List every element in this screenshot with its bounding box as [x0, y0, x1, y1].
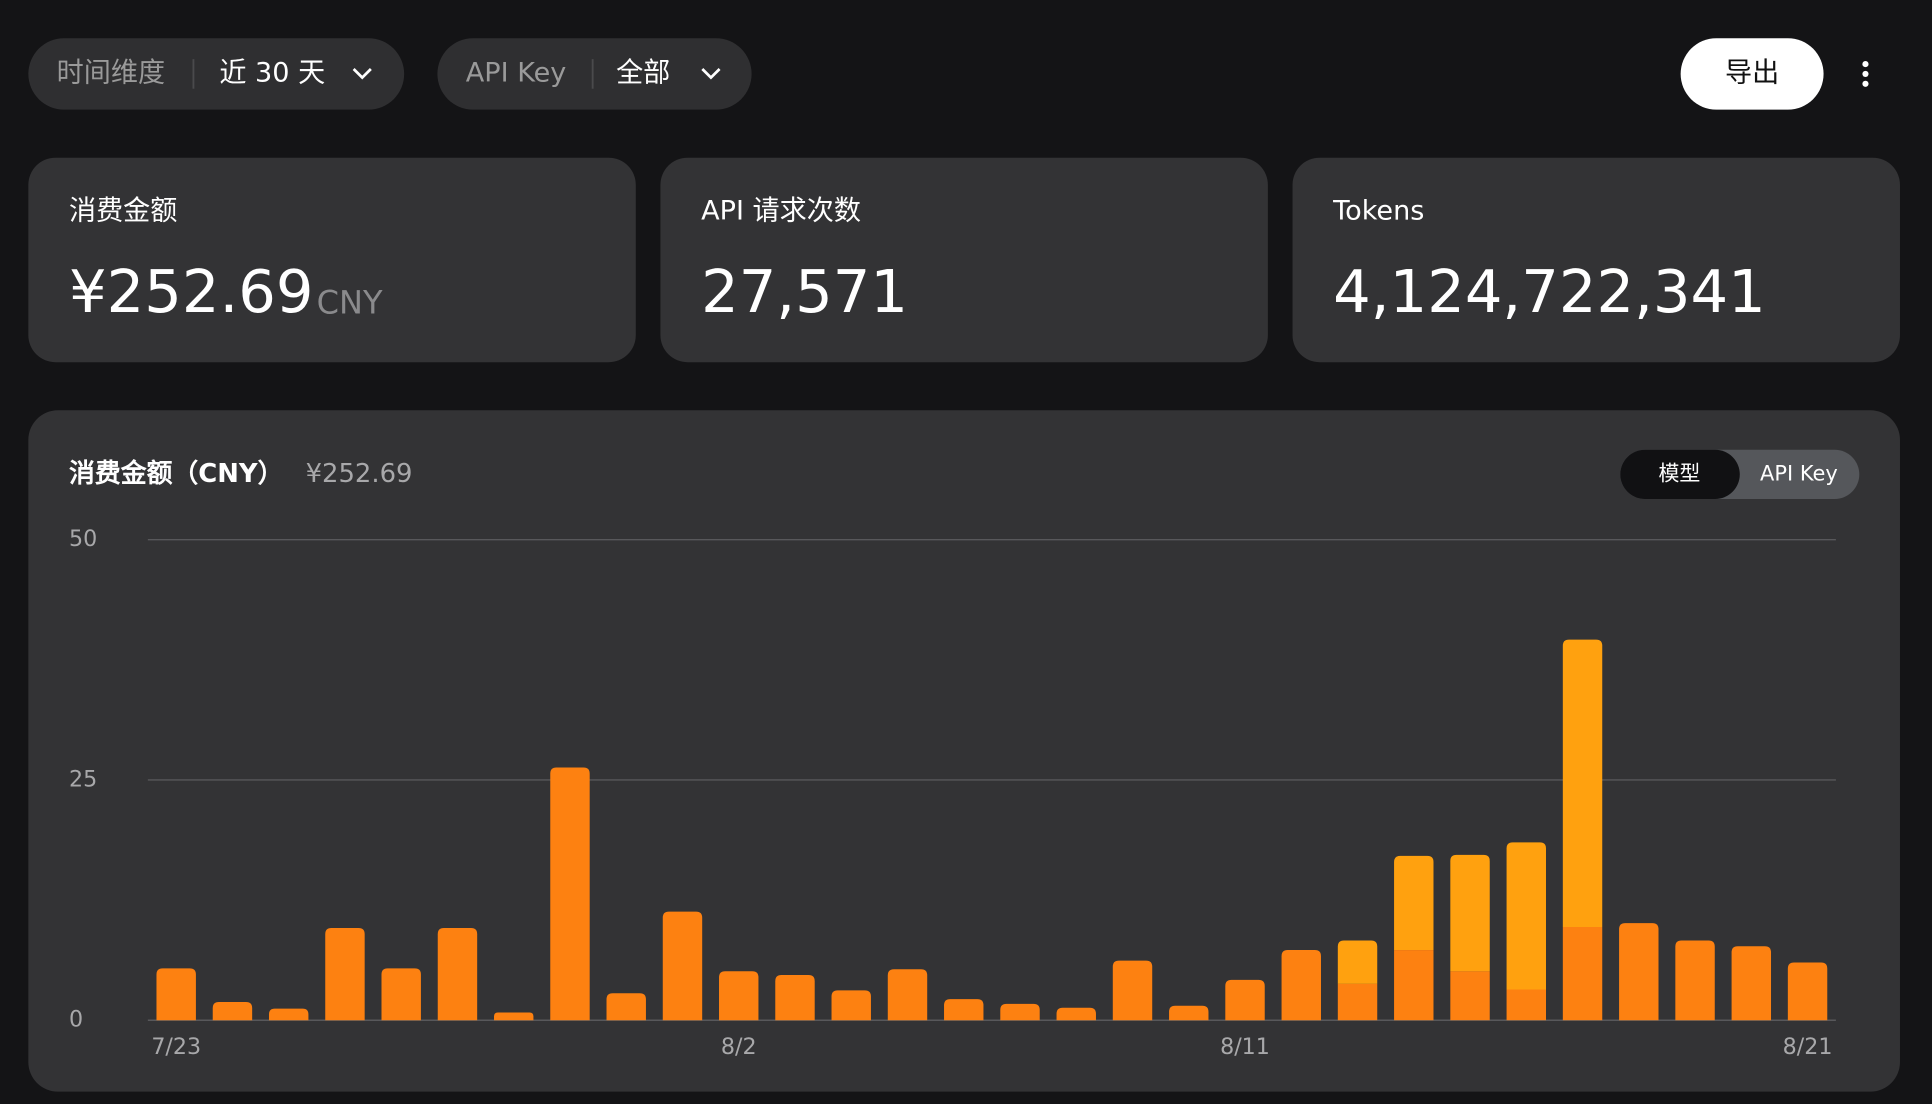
bar-segment	[775, 975, 815, 1021]
bar-segment	[1450, 971, 1490, 1021]
bar-segment	[1225, 979, 1265, 1021]
bar-segment	[1281, 950, 1321, 1021]
bar-segment	[156, 968, 196, 1021]
filter-label: 时间维度	[57, 57, 165, 88]
key-filter[interactable]: API Key 全部	[437, 38, 752, 110]
export-button[interactable]	[1680, 38, 1824, 110]
bar-segment	[606, 993, 646, 1021]
x-tick-label: 8/21	[1783, 1034, 1833, 1060]
pill[interactable]	[437, 38, 752, 110]
bar-segment	[1506, 989, 1546, 1021]
time-filter[interactable]: 时间维度 近 30 天	[28, 38, 405, 110]
chart-title: 消费金额（CNY）	[69, 458, 284, 489]
card-unit: CNY	[317, 283, 383, 321]
dot	[1862, 80, 1869, 87]
bar-segment	[325, 927, 365, 1021]
filter-label: API Key	[466, 57, 567, 88]
x-tick-label: 8/11	[1220, 1034, 1270, 1060]
card	[28, 157, 636, 363]
toggle-option[interactable]: API Key	[1760, 461, 1838, 485]
bar-segment	[1337, 983, 1378, 1021]
bar-segment	[1169, 1005, 1209, 1021]
bar-segment	[437, 927, 478, 1021]
dot	[1862, 70, 1869, 78]
card-value: 4,124,722,341	[1333, 257, 1766, 326]
bar-segment	[494, 1012, 534, 1021]
card-label: 消费金额	[69, 195, 177, 226]
bar-segment	[1394, 855, 1434, 951]
filter-value: 近 30 天	[219, 57, 325, 88]
bar-segment	[268, 1008, 309, 1021]
bar-segment	[719, 971, 759, 1021]
x-tick-label: 7/23	[151, 1034, 201, 1060]
bar-segment	[550, 767, 590, 1021]
y-tick-label: 50	[69, 526, 97, 552]
bar-segment	[1562, 639, 1603, 927]
bar-segment	[1394, 950, 1434, 1021]
card	[1292, 157, 1900, 363]
bar-segment	[944, 999, 984, 1021]
bar-segment	[381, 968, 421, 1021]
x-tick-label: 8/2	[721, 1034, 757, 1060]
bar-segment	[887, 969, 928, 1021]
bar-segment	[1787, 962, 1828, 1021]
bar-segment	[1450, 854, 1490, 972]
bar-segment	[1337, 940, 1378, 984]
chart-subtitle: ¥252.69	[306, 459, 413, 489]
bar-segment	[1562, 926, 1603, 1021]
card-label: Tokens	[1332, 195, 1424, 226]
pill[interactable]	[28, 38, 405, 110]
card-value: 27,571	[701, 257, 908, 326]
bar-segment	[1112, 960, 1153, 1021]
bar-segment	[1675, 940, 1715, 1021]
bar-segment	[1619, 923, 1659, 1021]
card	[660, 157, 1268, 363]
card-label: API 请求次数	[701, 195, 861, 226]
toggle-active[interactable]	[1620, 449, 1740, 500]
card-value: ¥252.69	[69, 257, 314, 326]
chevron	[701, 68, 721, 80]
filter-value: 全部	[616, 57, 670, 88]
bar-segment	[831, 990, 871, 1021]
bar-segment	[662, 911, 703, 1021]
more-menu[interactable]	[1862, 60, 1869, 87]
chevron	[352, 68, 372, 80]
bar-segment	[212, 1001, 253, 1021]
bar-segment	[1731, 946, 1772, 1021]
y-tick-label: 0	[69, 1007, 83, 1033]
bar-segment	[1506, 842, 1546, 990]
y-tick-label: 25	[69, 766, 97, 792]
toggle-option[interactable]: 模型	[1658, 461, 1700, 485]
bar-segment	[1000, 1003, 1040, 1021]
bar-segment	[1056, 1007, 1096, 1021]
dot	[1862, 60, 1869, 68]
export-label: 导出	[1725, 57, 1779, 88]
